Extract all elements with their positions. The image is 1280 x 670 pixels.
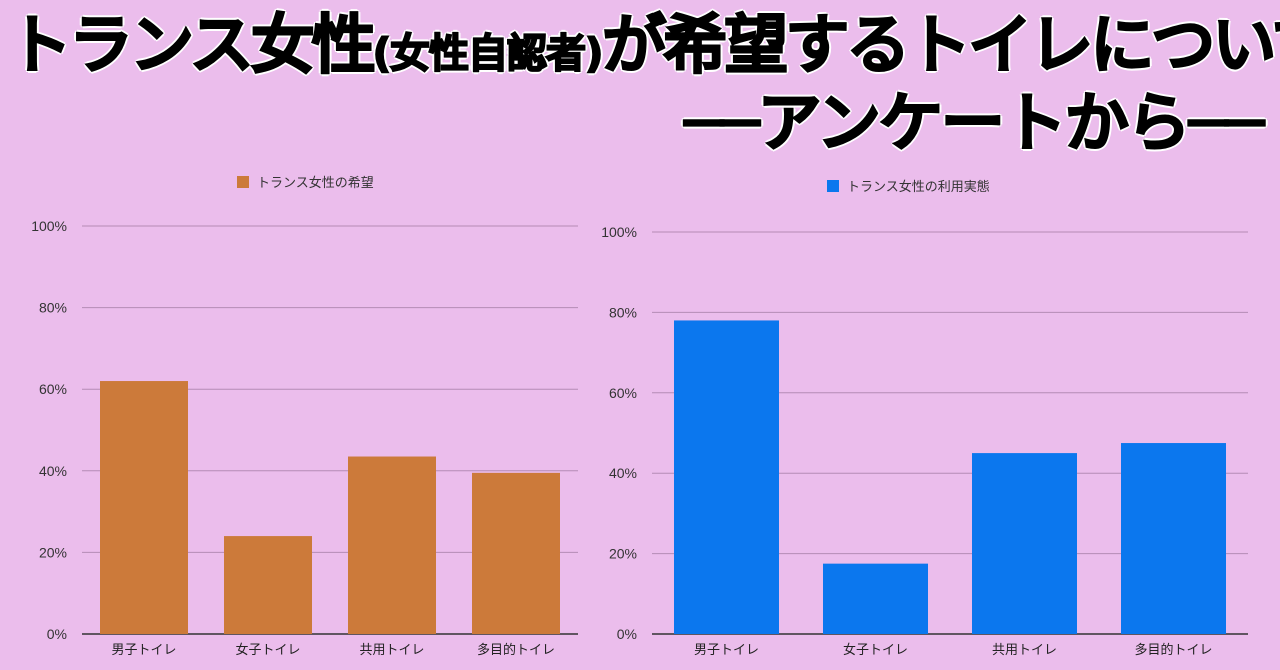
y-tick-label: 20% (609, 546, 637, 562)
x-category-label: 男子トイレ (111, 643, 176, 658)
x-category-label: 女子トイレ (235, 642, 300, 658)
bar (674, 320, 779, 634)
x-category-label: 男子トイレ (694, 643, 759, 658)
legend-label: トランス女性の希望 (257, 175, 374, 191)
y-tick-label: 60% (39, 381, 67, 397)
x-category-label: 共用トイレ (992, 643, 1057, 658)
y-tick-label: 80% (609, 304, 637, 320)
x-category-label: 多目的トイレ (1134, 642, 1212, 658)
bar (224, 536, 312, 634)
x-category-label: 女子トイレ (843, 642, 908, 658)
y-tick-label: 40% (39, 463, 67, 479)
y-tick-label: 0% (47, 626, 67, 642)
bar (348, 456, 436, 634)
y-tick-label: 100% (31, 218, 67, 234)
y-tick-label: 40% (609, 465, 637, 481)
x-category-label: 多目的トイレ (477, 642, 555, 658)
y-tick-label: 20% (39, 544, 67, 560)
legend-label: トランス女性の利用実態 (847, 179, 990, 195)
bar (823, 563, 928, 634)
title-rest: が希望するトイレについて (601, 9, 1280, 83)
bar (472, 472, 560, 634)
legend-swatch (827, 180, 839, 192)
y-tick-label: 0% (617, 626, 637, 642)
y-tick-label: 80% (39, 300, 67, 316)
page-title-line2: ──アンケートから── (683, 87, 1265, 161)
title-main: トランス女性 (7, 9, 377, 83)
y-tick-label: 60% (609, 385, 637, 401)
y-tick-label: 100% (601, 224, 637, 240)
bar (100, 381, 188, 634)
title-parenthetical: (女性自認者) (372, 31, 605, 77)
bar (972, 453, 1077, 634)
x-category-label: 共用トイレ (359, 643, 424, 658)
legend-swatch (237, 176, 249, 188)
bar (1121, 443, 1226, 634)
page-title-line1: トランス女性(女性自認者)が希望するトイレについて (7, 13, 1280, 79)
